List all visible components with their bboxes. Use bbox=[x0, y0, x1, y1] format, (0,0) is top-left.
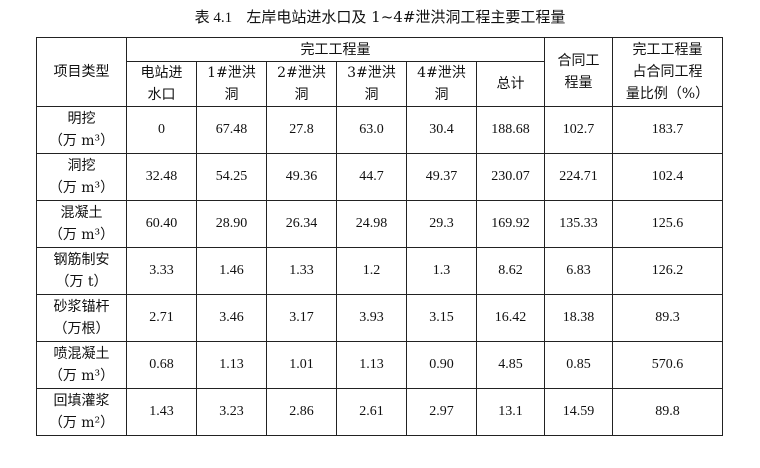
header-sub-1: 1#泄洪洞 bbox=[196, 61, 267, 107]
table-row: 洞挖 （万 m³） 32.48 54.25 49.36 44.7 49.37 230.07 22… bbox=[36, 153, 724, 201]
table-cell: 2.86 bbox=[266, 388, 337, 436]
table-cell: 4.85 bbox=[475, 341, 546, 389]
header-sub-2: 2#泄洪洞 bbox=[266, 61, 337, 107]
table-cell: 18.38 bbox=[544, 294, 614, 342]
table-cell: 3.17 bbox=[266, 294, 337, 342]
table-cell: 63.0 bbox=[336, 106, 407, 154]
table-cell: 0.85 bbox=[544, 341, 614, 389]
table-cell: 30.4 bbox=[406, 106, 477, 154]
table-cell: 570.6 bbox=[612, 341, 724, 389]
table-cell: 3.23 bbox=[196, 388, 267, 436]
table-cell: 1.2 bbox=[336, 247, 407, 295]
table-row: 钢筋制安 （万 t） 3.33 1.46 1.33 1.2 1.3 8.62 6.83 126.2 bbox=[36, 247, 724, 295]
table-cell: 44.7 bbox=[336, 153, 407, 201]
table-row: 喷混凝土 （万 m³） 0.68 1.13 1.01 1.13 0.90 4.85 0.85 57… bbox=[36, 341, 724, 389]
table-cell: 28.90 bbox=[196, 200, 267, 248]
table-row: 回填灌浆 （万 m²） 1.43 3.23 2.86 2.61 2.97 13.1 14.59 8… bbox=[36, 388, 724, 436]
table-cell: 3.33 bbox=[126, 247, 197, 295]
header-sub-4: 4#泄洪洞 bbox=[406, 61, 477, 107]
row-label: 钢筋制安 （万 t） bbox=[36, 247, 127, 295]
table-cell: 125.6 bbox=[612, 200, 724, 248]
row-label: 混凝土 （万 m³） bbox=[36, 200, 127, 248]
table-cell: 224.71 bbox=[544, 153, 614, 201]
header-sub-5: 总计 bbox=[475, 61, 546, 107]
table-cell: 2.71 bbox=[126, 294, 197, 342]
table-row: 明挖 （万 m³） 0 67.48 27.8 63.0 30.4 188.68 102.7 183… bbox=[36, 106, 724, 154]
table-cell: 89.8 bbox=[612, 388, 724, 436]
header-ratio: 完工工程量 占合同工程 量比例（%） bbox=[612, 37, 724, 107]
table-cell: 6.83 bbox=[544, 247, 614, 295]
table-row: 混凝土 （万 m³） 60.40 28.90 26.34 24.98 29.3 169.92 1… bbox=[36, 200, 724, 248]
table-cell: 188.68 bbox=[475, 106, 546, 154]
table-cell: 126.2 bbox=[612, 247, 724, 295]
table-cell: 14.59 bbox=[544, 388, 614, 436]
caption-label: 表 4.1 bbox=[194, 10, 233, 26]
table-cell: 183.7 bbox=[612, 106, 724, 154]
table-cell: 3.15 bbox=[406, 294, 477, 342]
row-label: 明挖 （万 m³） bbox=[36, 106, 127, 154]
header-sub-0: 电站进 水口 bbox=[126, 61, 197, 107]
table-cell: 89.3 bbox=[612, 294, 724, 342]
table-cell: 1.13 bbox=[196, 341, 267, 389]
table-cell: 24.98 bbox=[336, 200, 407, 248]
row-label: 喷混凝土 （万 m³） bbox=[36, 341, 127, 389]
table-cell: 169.92 bbox=[475, 200, 546, 248]
table-cell: 2.97 bbox=[406, 388, 477, 436]
table-cell: 102.4 bbox=[612, 153, 724, 201]
quantities-table: 项目类型 完工工程量 合同工 程量 完工工程量 占合同工程 量比例（%） 电站进 水口 1… bbox=[36, 37, 724, 436]
table-cell: 0.90 bbox=[406, 341, 477, 389]
header-item-type: 项目类型 bbox=[36, 37, 127, 107]
table-cell: 16.42 bbox=[475, 294, 546, 342]
table-cell: 49.36 bbox=[266, 153, 337, 201]
table-cell: 49.37 bbox=[406, 153, 477, 201]
table-cell: 27.8 bbox=[266, 106, 337, 154]
table-cell: 3.93 bbox=[336, 294, 407, 342]
table-cell: 60.40 bbox=[126, 200, 197, 248]
table-cell: 1.01 bbox=[266, 341, 337, 389]
table-caption: 表 4.1 左岸电站进水口及 1~4#泄洪洞工程主要工程量 bbox=[0, 6, 760, 27]
table-cell: 26.34 bbox=[266, 200, 337, 248]
table-cell: 102.7 bbox=[544, 106, 614, 154]
table-cell: 1.43 bbox=[126, 388, 197, 436]
table-row: 砂浆锚杆 （万根） 2.71 3.46 3.17 3.93 3.15 16.42 18.38 89… bbox=[36, 294, 724, 342]
row-label: 回填灌浆 （万 m²） bbox=[36, 388, 127, 436]
table-cell: 2.61 bbox=[336, 388, 407, 436]
header-sub-3: 3#泄洪洞 bbox=[336, 61, 407, 107]
table-cell: 230.07 bbox=[475, 153, 546, 201]
table-cell: 8.62 bbox=[475, 247, 546, 295]
row-label: 洞挖 （万 m³） bbox=[36, 153, 127, 201]
table-cell: 0 bbox=[126, 106, 197, 154]
table-cell: 29.3 bbox=[406, 200, 477, 248]
table-cell: 1.13 bbox=[336, 341, 407, 389]
table-cell: 13.1 bbox=[475, 388, 546, 436]
row-label: 砂浆锚杆 （万根） bbox=[36, 294, 127, 342]
table-cell: 1.3 bbox=[406, 247, 477, 295]
table-cell: 135.33 bbox=[544, 200, 614, 248]
table-cell: 67.48 bbox=[196, 106, 267, 154]
table-cell: 32.48 bbox=[126, 153, 197, 201]
table-cell: 1.46 bbox=[196, 247, 267, 295]
table-cell: 0.68 bbox=[126, 341, 197, 389]
header-contract: 合同工 程量 bbox=[544, 37, 614, 107]
table-cell: 1.33 bbox=[266, 247, 337, 295]
table-cell: 3.46 bbox=[196, 294, 267, 342]
table-cell: 54.25 bbox=[196, 153, 267, 201]
header-completed-group: 完工工程量 bbox=[125, 37, 546, 62]
caption-title: 左岸电站进水口及 1~4#泄洪洞工程主要工程量 bbox=[246, 8, 566, 26]
